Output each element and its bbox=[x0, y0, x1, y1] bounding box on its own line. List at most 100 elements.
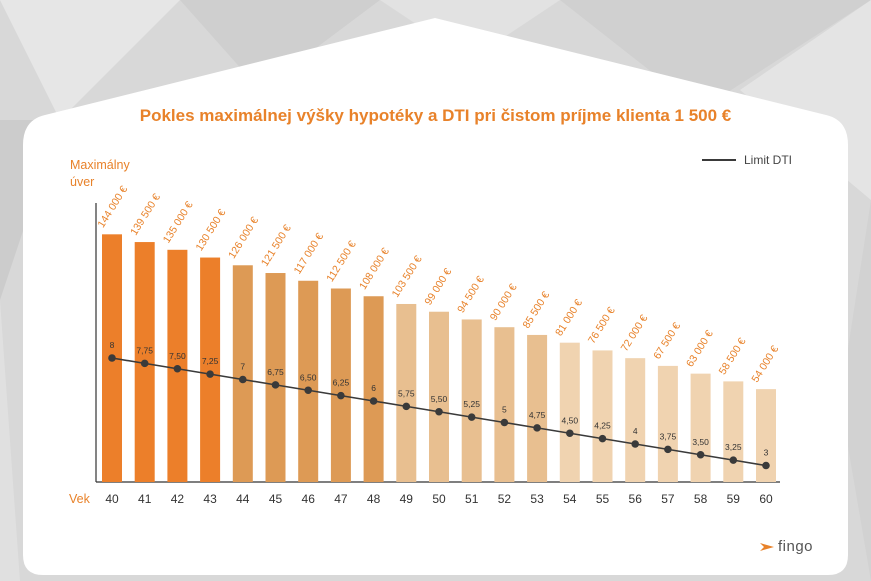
dti-value-label: 3,50 bbox=[692, 437, 709, 447]
x-tick-label: 55 bbox=[596, 492, 610, 506]
bar bbox=[527, 334, 548, 482]
dti-value-label: 3,25 bbox=[725, 442, 742, 452]
bar bbox=[330, 288, 351, 482]
bar bbox=[625, 358, 646, 482]
x-tick-label: 57 bbox=[661, 492, 675, 506]
dti-point bbox=[304, 386, 313, 395]
bar-value-label: 108 000 € bbox=[357, 246, 392, 292]
dti-point bbox=[173, 364, 182, 373]
x-tick-label: 50 bbox=[432, 492, 446, 506]
dti-value-label: 3,75 bbox=[660, 431, 677, 441]
x-tick-label: 56 bbox=[629, 492, 643, 506]
brand-logo: fingo bbox=[760, 538, 813, 555]
dti-point bbox=[664, 445, 672, 454]
x-tick-label: 41 bbox=[138, 492, 152, 506]
bar bbox=[396, 303, 417, 482]
bar-value-label: 135 000 € bbox=[161, 199, 196, 245]
legend-label: Limit DTI bbox=[744, 153, 792, 167]
dti-point bbox=[467, 413, 476, 421]
bar-value-label: 90 000 € bbox=[488, 282, 520, 323]
bar-value-label: 139 500 € bbox=[128, 192, 163, 238]
dti-point bbox=[402, 402, 411, 411]
bar-value-label: 126 000 € bbox=[226, 215, 261, 261]
dti-point bbox=[435, 407, 443, 416]
x-tick-label: 49 bbox=[400, 492, 414, 506]
y-axis-label-line2: úver bbox=[70, 175, 95, 189]
bar bbox=[592, 350, 613, 482]
bar-value-label: 117 000 € bbox=[292, 231, 327, 276]
dti-point bbox=[762, 461, 770, 470]
legend: Limit DTI bbox=[702, 153, 792, 167]
dti-point bbox=[206, 370, 214, 378]
x-tick-label: 58 bbox=[694, 492, 708, 506]
dti-value-label: 7 bbox=[240, 362, 245, 372]
dti-value-label: 4,75 bbox=[529, 410, 546, 420]
bar-value-label: 76 500 € bbox=[586, 305, 618, 346]
fingo-logo-icon bbox=[760, 542, 774, 551]
bar bbox=[200, 257, 221, 482]
dti-value-label: 4 bbox=[633, 426, 638, 436]
bar-value-label: 130 500 € bbox=[193, 207, 228, 253]
x-tick-label: 51 bbox=[465, 492, 479, 506]
bar bbox=[232, 265, 253, 482]
bar-value-label: 72 000 € bbox=[619, 313, 651, 354]
dti-point bbox=[533, 424, 541, 432]
bar bbox=[723, 381, 744, 482]
bar-value-label: 58 500 € bbox=[717, 336, 749, 377]
bar-value-label: 67 500 € bbox=[651, 320, 683, 361]
legend-line-swatch bbox=[702, 159, 736, 161]
bar bbox=[461, 319, 482, 482]
bar bbox=[657, 365, 678, 482]
x-tick-label: 59 bbox=[727, 492, 741, 506]
y-axis-label-line1: Maximálny bbox=[70, 158, 130, 172]
bar-value-label: 99 000 € bbox=[422, 266, 454, 307]
bar-value-label: 144 000 € bbox=[95, 184, 130, 230]
bar bbox=[363, 296, 384, 482]
dti-value-label: 4,25 bbox=[594, 421, 611, 431]
x-axis-label: Vek bbox=[69, 492, 90, 506]
dti-point bbox=[598, 434, 607, 443]
bar-value-label: 81 000 € bbox=[553, 297, 585, 338]
dti-value-label: 7,50 bbox=[169, 351, 186, 361]
dti-value-label: 6 bbox=[371, 383, 376, 393]
x-tick-label: 42 bbox=[171, 492, 185, 506]
bar-value-label: 54 000 € bbox=[749, 344, 781, 385]
dti-point bbox=[631, 440, 639, 448]
bar-value-label: 94 500 € bbox=[455, 274, 487, 315]
x-tick-label: 52 bbox=[498, 492, 512, 506]
bar bbox=[429, 311, 449, 482]
chart-title: Pokles maximálnej výšky hypotéky a DTI p… bbox=[139, 106, 732, 125]
dti-point bbox=[729, 456, 738, 464]
bar-value-label: 85 500 € bbox=[520, 289, 552, 330]
dti-point bbox=[271, 381, 280, 389]
x-tick-label: 53 bbox=[530, 492, 544, 506]
dti-value-label: 8 bbox=[110, 340, 115, 350]
bar bbox=[494, 327, 515, 482]
bar-value-label: 63 000 € bbox=[684, 328, 716, 369]
bar-value-label: 103 500 € bbox=[390, 253, 425, 299]
dti-value-label: 3 bbox=[764, 448, 769, 458]
dti-point bbox=[108, 354, 116, 362]
bar bbox=[756, 389, 776, 482]
x-tick-label: 45 bbox=[269, 492, 283, 506]
dti-point bbox=[239, 375, 247, 384]
dti-value-label: 6,75 bbox=[267, 367, 284, 377]
dti-point bbox=[369, 397, 378, 405]
bar bbox=[690, 373, 711, 482]
bar-value-label: 121 500 € bbox=[259, 223, 294, 269]
bar-value-label: 112 500 € bbox=[324, 239, 359, 284]
brand-text: fingo bbox=[778, 538, 814, 555]
bar bbox=[298, 280, 319, 482]
x-tick-label: 44 bbox=[236, 492, 250, 506]
x-tick-label: 46 bbox=[302, 492, 316, 506]
x-tick-label: 60 bbox=[759, 492, 773, 506]
x-tick-label: 40 bbox=[105, 492, 119, 506]
dti-value-label: 6,50 bbox=[300, 372, 317, 382]
dti-point bbox=[140, 359, 149, 368]
dti-point bbox=[696, 450, 705, 459]
x-tick-label: 43 bbox=[203, 492, 217, 506]
dti-value-label: 6,25 bbox=[333, 378, 350, 388]
dti-value-label: 7,25 bbox=[202, 356, 219, 366]
